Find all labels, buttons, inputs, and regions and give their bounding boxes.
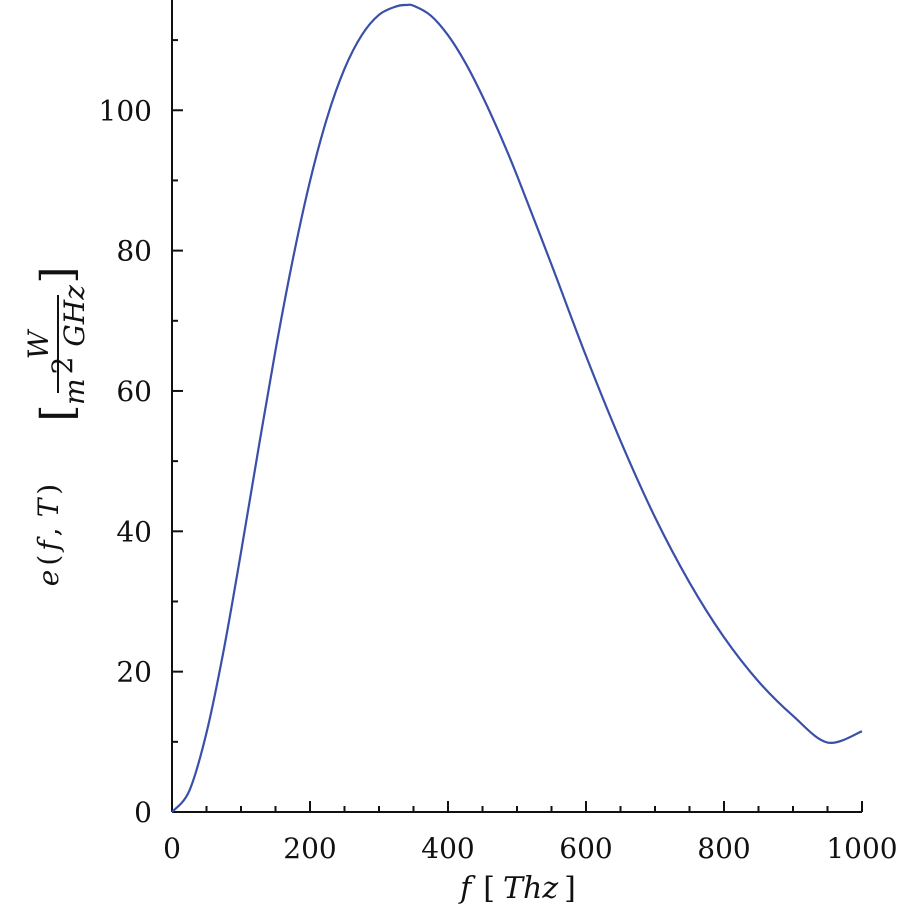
y-axis-denominator-base: m xyxy=(58,378,91,405)
y-axis-comma: , xyxy=(32,527,65,536)
y-axis-function: e xyxy=(32,570,65,587)
y-tick-label: 60 xyxy=(116,375,152,408)
x-tick-label: 600 xyxy=(559,832,612,865)
y-tick-label: 80 xyxy=(116,235,152,268)
y-tick-label: 40 xyxy=(116,515,152,548)
x-axis-variable: f xyxy=(458,871,476,906)
y-tick-label: 100 xyxy=(99,94,152,127)
x-tick-label: 800 xyxy=(697,832,750,865)
x-axis-label: f [ Thz ] xyxy=(458,871,576,906)
y-axis-denominator-exp: 2 xyxy=(46,357,79,375)
y-axis-label: e ( f , T ) [ W m 2 GHz ] xyxy=(22,266,91,586)
x-tick-label: 400 xyxy=(421,832,474,865)
y-tick-label: 20 xyxy=(116,656,152,689)
y-axis-denominator-rest: GHz xyxy=(58,285,91,347)
x-tick-label: 1000 xyxy=(826,832,897,865)
y-axis-bracket-open: [ xyxy=(32,404,83,421)
y-axis-args-close: ) xyxy=(32,484,65,495)
axes xyxy=(171,0,862,813)
x-axis-unit-close: ] xyxy=(564,871,576,906)
svg-text:e ( f ,: e ( f , T ) xyxy=(32,484,65,586)
x-ticks xyxy=(171,801,863,812)
y-ticks xyxy=(172,39,183,813)
y-tick-labels: 0 20 40 60 80 100 xyxy=(99,94,152,829)
x-tick-labels: 0 200 400 600 800 1000 xyxy=(163,832,898,865)
x-axis-unit-open: [ xyxy=(483,871,495,906)
svg-text:m 2 GHz: m 2 GHz xyxy=(46,285,91,405)
x-tick-label: 200 xyxy=(283,832,336,865)
y-axis-args-open: ( xyxy=(32,555,65,566)
series-line xyxy=(171,3,863,813)
y-tick-label: 0 xyxy=(134,796,152,829)
y-axis-arg1: f xyxy=(32,536,65,553)
y-axis-bracket-close: ] xyxy=(32,266,83,283)
y-axis-numerator: W xyxy=(22,328,55,359)
y-axis-arg2: T xyxy=(32,496,65,517)
x-axis-unit: Thz xyxy=(503,871,558,906)
x-tick-label: 0 xyxy=(163,832,181,865)
